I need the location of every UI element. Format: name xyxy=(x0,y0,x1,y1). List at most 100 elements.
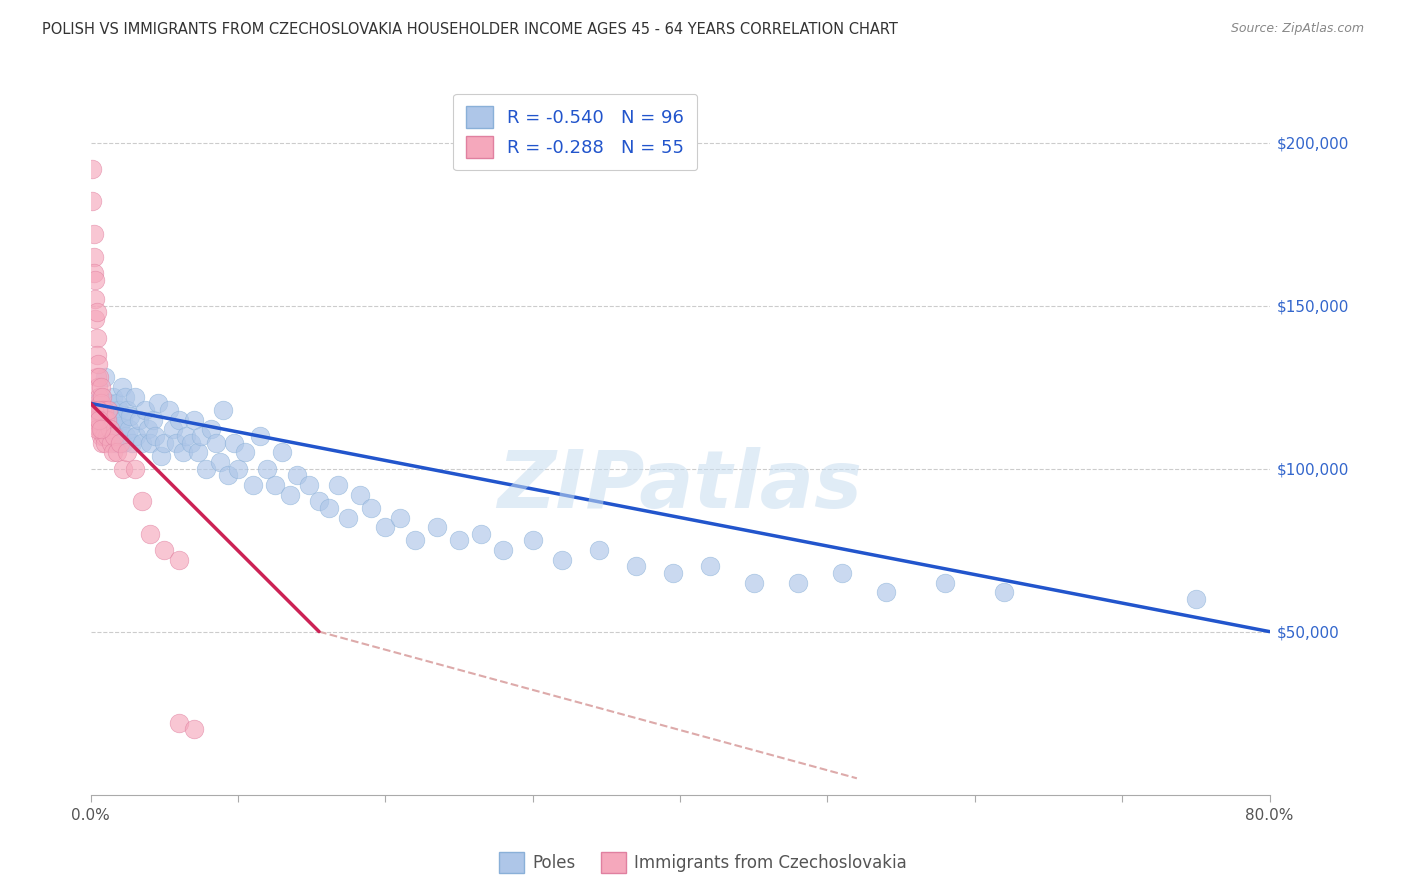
Point xyxy=(1185,592,1208,607)
Point xyxy=(176,429,198,443)
Legend: R = -0.540   N = 96, R = -0.288   N = 55: R = -0.540 N = 96, R = -0.288 N = 55 xyxy=(453,94,697,170)
Point xyxy=(83,227,105,241)
Point xyxy=(87,357,110,371)
Point xyxy=(96,429,118,443)
Point xyxy=(125,429,148,443)
Point xyxy=(263,478,285,492)
Point xyxy=(190,429,212,443)
Point xyxy=(167,553,190,567)
Point xyxy=(404,533,426,548)
Point xyxy=(128,413,150,427)
Point xyxy=(98,422,121,436)
Point xyxy=(80,194,103,209)
Point xyxy=(86,370,108,384)
Point xyxy=(470,526,492,541)
Point xyxy=(91,390,114,404)
Point xyxy=(84,272,107,286)
Point xyxy=(89,370,111,384)
Point xyxy=(97,403,120,417)
Point xyxy=(167,715,190,730)
Point xyxy=(101,390,124,404)
Point xyxy=(84,413,107,427)
Point xyxy=(84,311,107,326)
Point xyxy=(278,488,301,502)
Point xyxy=(94,422,117,436)
Point xyxy=(209,455,232,469)
Point xyxy=(588,543,610,558)
Point xyxy=(426,520,449,534)
Point xyxy=(167,413,190,427)
Point xyxy=(180,435,202,450)
Point xyxy=(101,409,124,424)
Point xyxy=(993,585,1015,599)
Point xyxy=(183,723,205,737)
Point xyxy=(148,396,170,410)
Point xyxy=(131,494,153,508)
Y-axis label: Householder Income Ages 45 - 64 years: Householder Income Ages 45 - 64 years xyxy=(0,283,7,590)
Point xyxy=(105,422,128,436)
Point xyxy=(157,403,180,417)
Point xyxy=(124,461,146,475)
Point xyxy=(217,468,239,483)
Point xyxy=(104,413,127,427)
Point xyxy=(134,403,156,417)
Point xyxy=(138,526,160,541)
Point xyxy=(90,429,112,443)
Point xyxy=(337,510,360,524)
Point xyxy=(90,396,112,410)
Point xyxy=(90,380,112,394)
Point xyxy=(212,403,235,417)
Point xyxy=(121,435,143,450)
Point xyxy=(141,413,163,427)
Point xyxy=(94,435,117,450)
Point xyxy=(222,435,245,450)
Point xyxy=(112,435,135,450)
Point xyxy=(145,429,167,443)
Point xyxy=(90,413,112,427)
Point xyxy=(112,413,135,427)
Point xyxy=(108,435,131,450)
Point xyxy=(87,396,110,410)
Point xyxy=(150,449,173,463)
Text: POLISH VS IMMIGRANTS FROM CZECHOSLOVAKIA HOUSEHOLDER INCOME AGES 45 - 64 YEARS C: POLISH VS IMMIGRANTS FROM CZECHOSLOVAKIA… xyxy=(42,22,898,37)
Point xyxy=(91,403,114,417)
Point xyxy=(492,543,515,558)
Point xyxy=(256,461,278,475)
Point xyxy=(91,422,114,436)
Point xyxy=(875,585,897,599)
Point xyxy=(124,390,146,404)
Point xyxy=(118,422,141,436)
Point xyxy=(200,422,222,436)
Point xyxy=(522,533,544,548)
Point xyxy=(86,422,108,436)
Point xyxy=(94,413,117,427)
Point xyxy=(447,533,470,548)
Point xyxy=(90,390,112,404)
Point xyxy=(96,413,118,427)
Point xyxy=(285,468,308,483)
Point xyxy=(349,488,371,502)
Point xyxy=(389,510,412,524)
Point xyxy=(86,331,108,345)
Legend: Poles, Immigrants from Czechoslovakia: Poles, Immigrants from Czechoslovakia xyxy=(492,846,914,880)
Point xyxy=(105,445,128,459)
Point xyxy=(120,409,142,424)
Point xyxy=(101,445,124,459)
Point xyxy=(374,520,396,534)
Point xyxy=(89,422,111,436)
Point xyxy=(187,445,209,459)
Point xyxy=(226,461,249,475)
Point xyxy=(271,445,294,459)
Point xyxy=(661,566,683,580)
Point xyxy=(83,266,105,280)
Point xyxy=(100,435,122,450)
Point xyxy=(110,380,132,394)
Point xyxy=(93,403,115,417)
Point xyxy=(91,409,114,424)
Point xyxy=(103,422,125,436)
Point xyxy=(298,478,321,492)
Point xyxy=(194,461,217,475)
Point xyxy=(87,380,110,394)
Point xyxy=(98,429,121,443)
Point xyxy=(103,429,125,443)
